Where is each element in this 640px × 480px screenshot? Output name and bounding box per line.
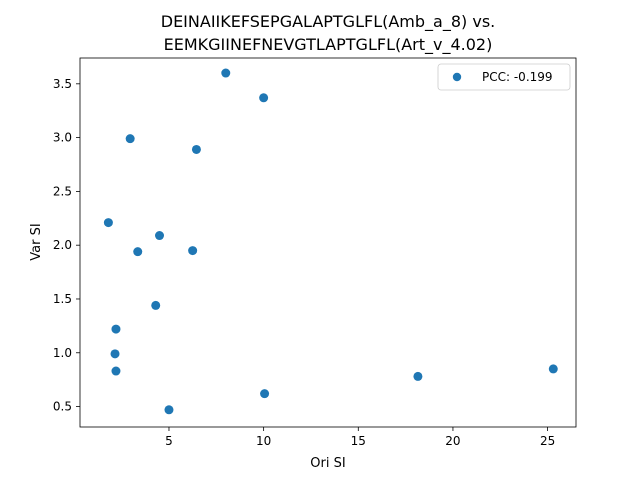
data-point <box>221 68 231 78</box>
legend-box <box>437 63 571 91</box>
plot-area <box>79 57 577 428</box>
x-axis-label: Ori SI <box>310 456 345 471</box>
data-point <box>151 300 161 310</box>
data-point <box>110 349 120 359</box>
legend-marker <box>452 72 462 82</box>
legend: PCC: -0.199 <box>437 63 571 91</box>
y-axis-label: Var SI <box>29 223 44 260</box>
x-tick-label: 25 <box>540 434 555 448</box>
chart-title-line1: DEINAIIKEFSEPGALAPTGLFL(Amb_a_8) vs. <box>161 12 496 32</box>
x-axis: 5 10 15 20 25 <box>165 427 555 448</box>
chart-title-line2: EEMKGIINEFNEVGTLAPTGLFL(Art_v_4.02) <box>164 35 493 55</box>
data-point <box>103 218 113 228</box>
plot-frame <box>79 57 577 428</box>
x-tick-label: 15 <box>351 434 366 448</box>
y-tick-label: 1.5 <box>53 292 72 306</box>
data-points <box>103 68 558 415</box>
data-point <box>164 405 174 415</box>
data-point <box>260 389 270 399</box>
y-axis: 0.5 1.0 1.5 2.0 2.5 3.0 3.5 <box>53 77 80 414</box>
legend-label: PCC: -0.199 <box>482 70 553 84</box>
x-tick-label: 20 <box>445 434 460 448</box>
y-tick-label: 3.5 <box>53 77 72 91</box>
data-point <box>191 144 201 154</box>
x-tick-label: 10 <box>256 434 271 448</box>
data-point <box>413 371 423 381</box>
data-point <box>111 366 121 376</box>
y-tick-label: 3.0 <box>53 131 72 145</box>
y-tick-label: 1.0 <box>53 346 72 360</box>
x-tick-label: 5 <box>165 434 173 448</box>
data-point <box>548 364 558 374</box>
y-tick-label: 0.5 <box>53 400 72 414</box>
y-tick-label: 2.5 <box>53 184 72 198</box>
data-point <box>155 231 165 241</box>
data-point <box>133 247 143 257</box>
data-point <box>125 134 135 144</box>
data-point <box>188 246 198 256</box>
data-point <box>111 324 121 334</box>
y-tick-label: 2.0 <box>53 238 72 252</box>
data-point <box>259 93 269 103</box>
